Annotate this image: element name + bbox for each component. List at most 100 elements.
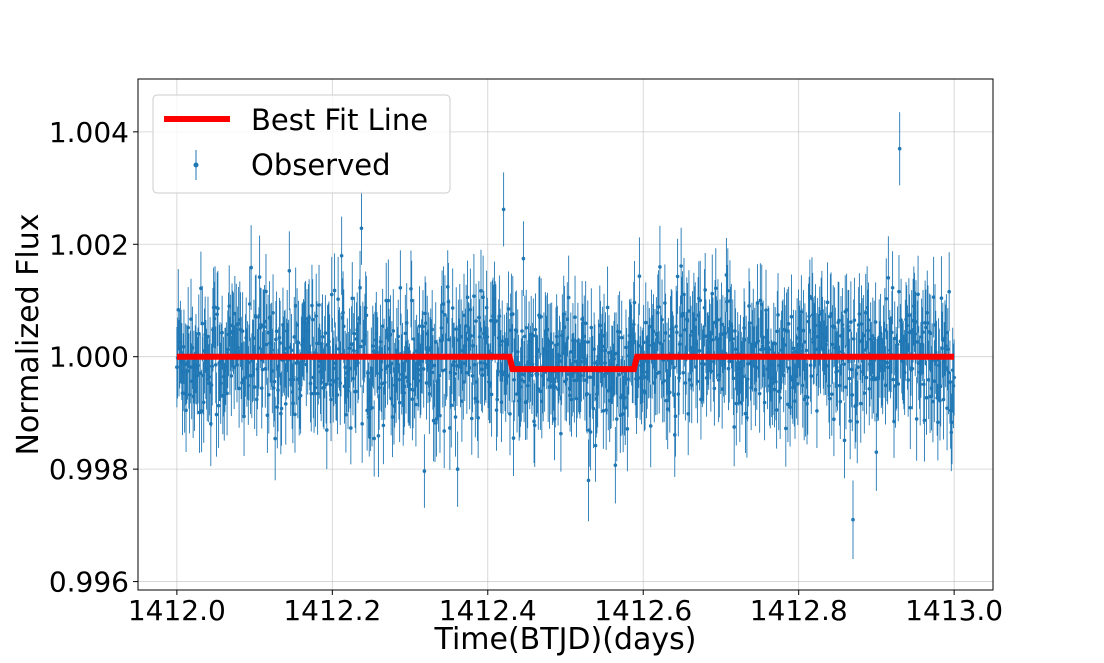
observed-point <box>578 373 583 378</box>
observed-point <box>757 391 762 396</box>
observed-point <box>380 381 384 386</box>
observed-point <box>475 399 480 404</box>
observed-point <box>278 341 282 345</box>
observed-point <box>225 347 230 352</box>
observed-point <box>789 314 794 319</box>
observed-point <box>726 366 731 371</box>
observed-point <box>857 312 862 316</box>
observed-point <box>720 387 724 391</box>
observed-point <box>422 469 427 473</box>
observed-point <box>514 329 519 333</box>
observed-point <box>232 365 236 370</box>
observed-point <box>713 286 718 291</box>
observed-point <box>352 331 357 336</box>
observed-point <box>837 318 841 323</box>
observed-point <box>856 365 860 369</box>
observed-point <box>830 342 835 347</box>
observed-point <box>515 350 520 354</box>
observed-point <box>519 378 524 382</box>
observed-point <box>320 335 325 339</box>
observed-point <box>310 317 315 322</box>
observed-point <box>187 392 192 397</box>
observed-point <box>252 385 257 389</box>
observed-point <box>647 343 652 348</box>
observed-point <box>315 341 319 346</box>
observed-point <box>329 292 334 297</box>
x-tick-label: 1412.2 <box>283 594 381 627</box>
observed-point <box>277 335 282 340</box>
observed-point <box>307 315 311 320</box>
observed-point <box>678 333 683 338</box>
observed-point <box>573 315 577 320</box>
observed-point <box>824 342 828 347</box>
x-tick-label: 1412.4 <box>439 594 537 627</box>
observed-point <box>805 395 810 400</box>
observed-point <box>295 323 299 327</box>
observed-point <box>899 318 903 323</box>
observed-point <box>885 360 889 365</box>
observed-point <box>874 450 879 454</box>
observed-point <box>796 382 800 386</box>
observed-point <box>338 381 343 385</box>
observed-point <box>886 276 891 280</box>
observed-point <box>848 419 852 423</box>
observed-point <box>895 342 900 347</box>
observed-point <box>443 312 447 317</box>
observed-point <box>291 401 295 406</box>
observed-point <box>264 342 269 347</box>
observed-point <box>759 347 763 352</box>
observed-point <box>498 343 502 347</box>
observed-point <box>218 381 223 386</box>
observed-point <box>497 314 502 318</box>
observed-point <box>317 303 321 307</box>
observed-point <box>350 296 355 301</box>
observed-point <box>403 331 408 336</box>
observed-point <box>805 401 809 406</box>
legend: Best Fit Line Observed <box>152 94 451 194</box>
observed-point <box>195 373 200 378</box>
observed-point <box>568 393 572 398</box>
observed-point <box>474 319 478 323</box>
observed-point <box>449 403 454 408</box>
observed-point <box>315 391 320 396</box>
observed-point <box>283 346 287 351</box>
observed-point <box>873 320 878 324</box>
observed-point <box>658 265 662 269</box>
observed-point <box>657 370 662 375</box>
observed-point <box>200 321 205 326</box>
observed-point <box>349 342 354 347</box>
observed-point <box>883 328 887 332</box>
observed-point <box>593 443 598 448</box>
observed-point <box>946 370 951 375</box>
observed-point <box>332 288 337 293</box>
observed-point <box>379 368 384 372</box>
observed-point <box>743 411 748 416</box>
observed-point <box>884 296 889 301</box>
observed-point <box>494 319 498 323</box>
observed-point <box>710 291 715 296</box>
observed-point <box>687 309 691 313</box>
observed-point <box>855 420 860 424</box>
observed-point <box>397 400 402 405</box>
observed-point <box>712 386 717 391</box>
observed-point <box>922 418 927 423</box>
observed-point <box>569 397 574 402</box>
observed-point <box>453 415 458 419</box>
observed-point <box>235 345 240 350</box>
observed-point <box>446 300 451 304</box>
observed-point <box>742 338 747 342</box>
observed-point <box>259 386 264 390</box>
observed-point <box>698 298 703 303</box>
observed-point <box>939 296 944 300</box>
observed-point <box>766 340 770 345</box>
observed-point <box>815 409 819 413</box>
observed-point <box>313 385 318 390</box>
observed-point <box>689 383 694 387</box>
observed-point <box>279 406 284 411</box>
observed-point <box>310 303 314 308</box>
observed-point <box>695 379 700 384</box>
observed-point <box>455 364 459 368</box>
observed-point <box>227 304 232 308</box>
observed-point <box>774 379 778 384</box>
observed-point <box>210 364 215 369</box>
